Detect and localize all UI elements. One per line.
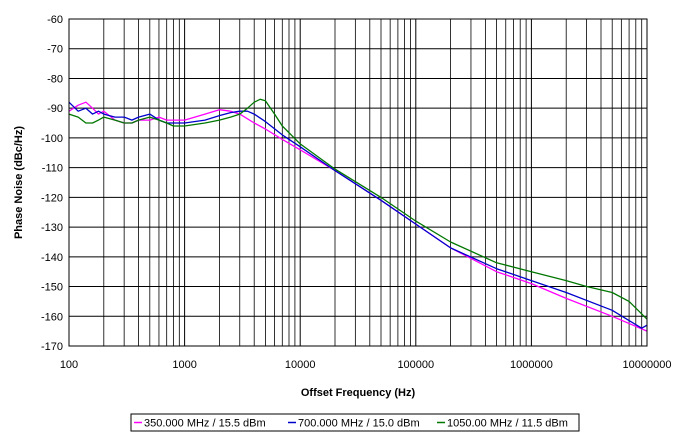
y-tick-label: -150: [41, 282, 63, 294]
x-tick-label: 1000000: [510, 359, 553, 371]
legend-label-2: 700.000 MHz / 15.0 dBm: [298, 418, 420, 430]
legend-label-3: 1050.00 MHz / 11.5 dBm: [447, 418, 568, 430]
legend: 350.000 MHz / 15.5 dBm 700.000 MHz / 15.0…: [130, 413, 580, 432]
legend-label-1: 350.000 MHz / 15.5 dBm: [144, 418, 266, 430]
x-tick-label: 1000: [172, 359, 196, 371]
y-tick-label: -100: [41, 133, 63, 145]
series-line-2: [68, 101, 648, 329]
y-tick-label: -170: [41, 341, 63, 353]
legend-box: [130, 413, 580, 432]
y-tick-label: -120: [41, 192, 63, 204]
series-lines: [68, 98, 648, 332]
x-tick-labels: 100 1000 10000 100000 1000000 10000000: [60, 359, 672, 371]
x-tick-label: 10000: [285, 359, 316, 371]
plot-frame: [68, 18, 648, 347]
x-tick-label: 100: [60, 359, 78, 371]
y-tick-label: -60: [47, 14, 63, 26]
y-tick-label: -130: [41, 222, 63, 234]
series-line-3: [68, 98, 648, 320]
y-tick-label: -160: [41, 311, 63, 323]
x-tick-label: 10000000: [623, 359, 672, 371]
x-tick-label: 100000: [397, 359, 434, 371]
y-tick-label: -80: [47, 73, 63, 85]
y-tick-label: -110: [42, 163, 63, 175]
y-axis-title: Phase Noise (dBc/Hz): [13, 126, 25, 239]
x-axis-title: Offset Frequency (Hz): [301, 387, 416, 399]
y-tick-labels: -60 -70 -80 -90 -100 -110 -120 -130 -140 -150 -160…: [41, 14, 63, 353]
y-tick-label: -70: [47, 44, 63, 56]
minor-gridlines: [103, 19, 643, 346]
y-tick-label: -140: [41, 252, 63, 264]
y-tick-label: -90: [47, 103, 63, 115]
